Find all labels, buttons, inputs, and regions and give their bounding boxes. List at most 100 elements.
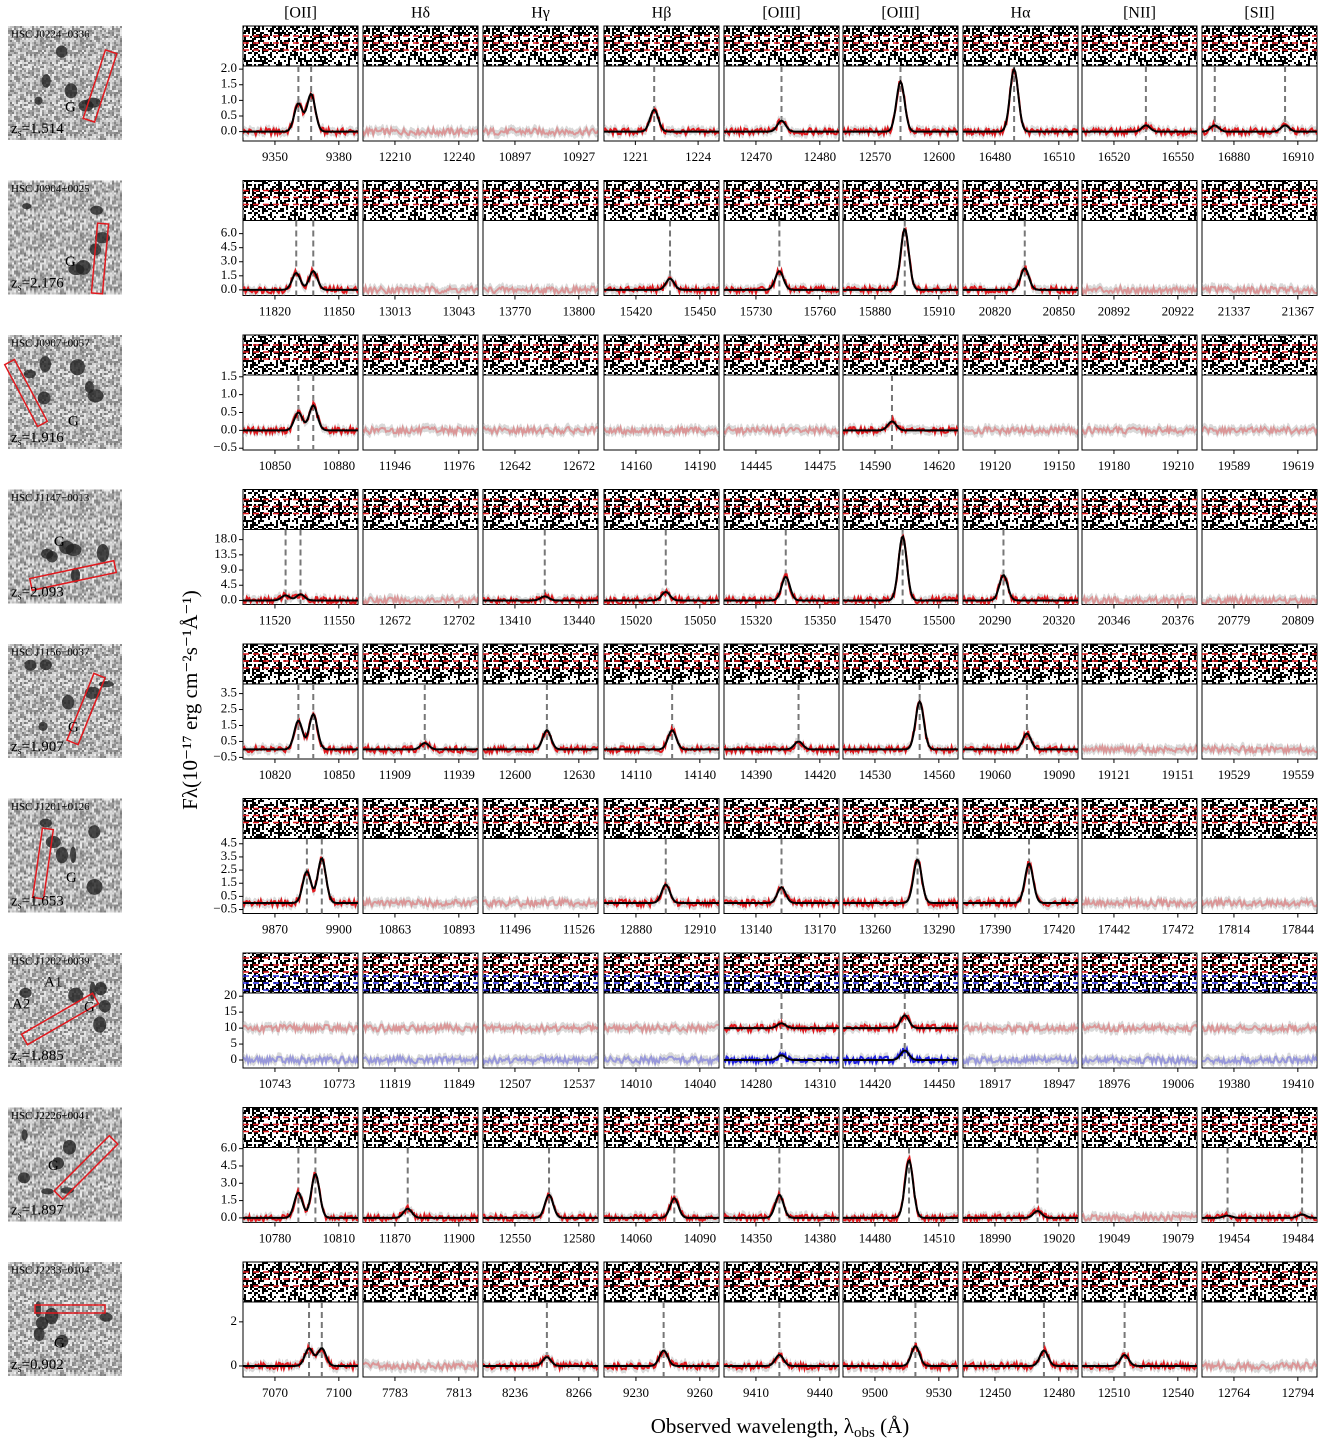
model-fit (843, 79, 958, 133)
observed-spectrum (1082, 1211, 1197, 1223)
plot-area (843, 684, 958, 759)
model-fit (724, 886, 839, 904)
error-band (363, 282, 478, 296)
x-tick-label: 19180 (1098, 458, 1131, 473)
plot-frame (1081, 220, 1198, 296)
plot-area (483, 1147, 598, 1223)
model-fit (724, 1353, 839, 1367)
plot-area (1082, 1210, 1197, 1223)
spectrum-2d (1081, 25, 1198, 67)
spectrum-2d (603, 1107, 720, 1148)
slit (3, 358, 49, 428)
x-tick-label: 14310 (804, 1076, 837, 1091)
redshift-sub: s (18, 592, 22, 603)
redshift-symbol: z (11, 1048, 18, 1064)
source-blob (39, 818, 52, 828)
error-band (483, 1052, 598, 1068)
redshift-value: =1.897 (22, 1203, 65, 1219)
plot-area (604, 220, 719, 296)
error-band (1082, 1020, 1197, 1036)
model-fit (843, 1158, 958, 1219)
x-tick-label: 15880 (859, 303, 892, 318)
model-fit (483, 1356, 598, 1367)
x-tick-label: 20892 (1098, 303, 1131, 318)
source-blob (23, 369, 36, 379)
spectrum-2d (842, 952, 959, 994)
spectrum-2d (1201, 1261, 1318, 1303)
plot-frame (362, 1301, 479, 1378)
plot-area (963, 1302, 1078, 1377)
x-tick-label: 14280 (740, 1076, 773, 1091)
plot-area (843, 529, 958, 605)
observed-spectrum (363, 282, 478, 296)
model-fit (1202, 1213, 1317, 1219)
observed-spectrum (1082, 743, 1197, 756)
x-tick-label: 11946 (379, 458, 412, 473)
x-tick-label: 13140 (740, 921, 773, 936)
source-blob (59, 540, 75, 555)
source-blob (94, 981, 107, 996)
x-tick-label: 12570 (859, 149, 892, 164)
plot-area (483, 1020, 598, 1068)
source-blob (45, 835, 61, 849)
plot-area (1082, 422, 1197, 439)
spectrum-2d (962, 334, 1079, 376)
redshift-value: =1.907 (22, 739, 65, 755)
model-fit (724, 1193, 839, 1219)
error-band (363, 1052, 478, 1068)
x-tick-label: 13770 (499, 303, 532, 318)
x-tick-label: 10820 (259, 767, 292, 782)
model-fit (604, 729, 719, 751)
column-header: [OIII] (881, 5, 919, 22)
model-fit (963, 1209, 1078, 1219)
error-band (483, 895, 598, 911)
x-tick-label: 11526 (563, 921, 596, 936)
plot-area (243, 220, 358, 296)
observed-spectrum (363, 1021, 478, 1036)
observed-spectrum (1082, 121, 1197, 139)
y-tick-label: 2 (231, 1313, 238, 1328)
observed-spectrum (363, 896, 478, 909)
redshift-sub: s (18, 128, 22, 139)
x-tick-label: 12600 (499, 767, 532, 782)
x-tick-label: 10810 (323, 1230, 356, 1245)
observed-spectrum (243, 1021, 358, 1036)
plot-area (483, 282, 598, 296)
x-tick-label: 13043 (443, 303, 476, 318)
x-tick-label: 15760 (804, 303, 837, 318)
x-tick-label: 16480 (979, 149, 1012, 164)
observed-spectrum (1202, 119, 1317, 139)
observed-spectrum (483, 896, 598, 909)
spectrum-2d (603, 489, 720, 530)
observed-spectrum (604, 423, 719, 438)
observed-spectrum (1082, 423, 1197, 438)
spectrum-2d (242, 334, 359, 376)
y-tick-label: 1.5 (221, 368, 237, 383)
source-blob (19, 987, 32, 999)
observed-spectrum (724, 424, 839, 438)
plot-frame (723, 374, 840, 451)
x-tick-label: 17844 (1282, 921, 1315, 936)
slit (53, 1134, 119, 1201)
spectrum-2d (242, 25, 359, 67)
spectrum-2d (1201, 489, 1318, 530)
error-band (1082, 1052, 1197, 1068)
plot-frame (362, 220, 479, 296)
plot-frame (1201, 992, 1318, 1069)
x-tick-label: 12794 (1282, 1385, 1315, 1400)
plot-area (483, 895, 598, 911)
y-tick-label: 0.0 (221, 591, 237, 606)
y-tick-label: 4.5 (221, 1157, 237, 1172)
plot-area (1202, 1358, 1317, 1374)
column-header: [NII] (1123, 5, 1156, 22)
y-tick-label: 13.5 (214, 546, 237, 561)
plot-area (724, 220, 839, 296)
slit (82, 48, 118, 124)
spectrum-2d (242, 1107, 359, 1148)
error-band (1202, 282, 1317, 296)
x-tick-label: 21337 (1218, 303, 1251, 318)
spectrum-2d (362, 643, 479, 685)
spectrum-2d (603, 334, 720, 376)
plot-area (724, 1302, 839, 1377)
image-label: A1 (44, 974, 62, 990)
